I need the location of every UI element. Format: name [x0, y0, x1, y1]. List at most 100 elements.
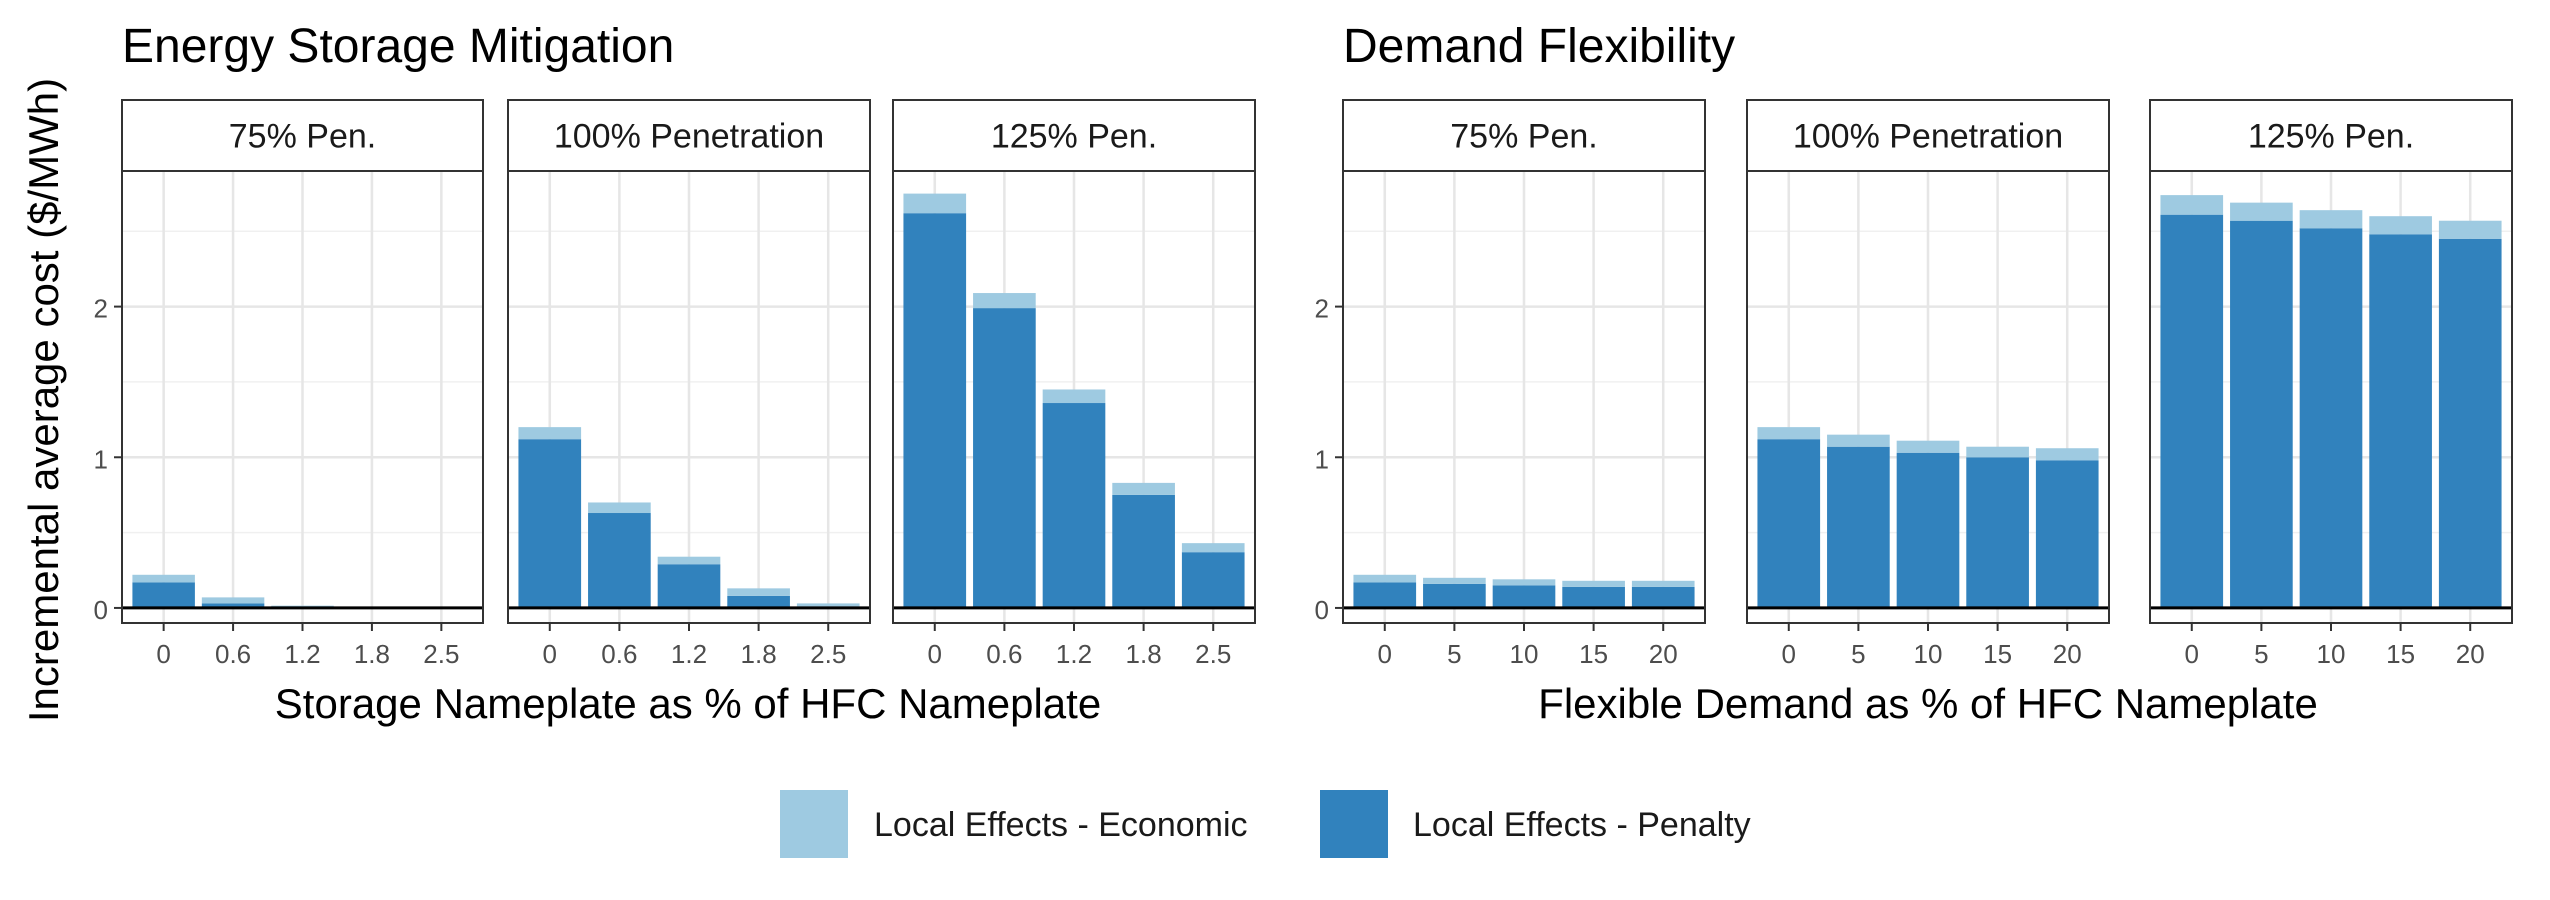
- bar-economic: [657, 556, 721, 565]
- bar-penalty: [518, 439, 582, 608]
- x-tick-label: 0.6: [986, 639, 1022, 669]
- facet-strip-label: 125% Pen.: [991, 118, 1157, 156]
- chart-title: Energy Storage Mitigation: [122, 20, 674, 73]
- bar-economic: [1353, 574, 1417, 583]
- legend-label: Local Effects - Penalty: [1413, 806, 1751, 844]
- facet-panel: 75% Pen. 0 0.6 1.2 1.8 2.5 0 1 2: [94, 99, 484, 669]
- x-tick-label: 1.8: [741, 639, 777, 669]
- x-tick-label: 10: [1510, 639, 1539, 669]
- bar-economic: [1757, 427, 1821, 440]
- bar-economic: [201, 597, 265, 604]
- bar-economic: [2369, 216, 2432, 235]
- legend-swatch: [780, 790, 848, 858]
- x-tick-label: 0: [156, 639, 170, 669]
- bar-penalty: [2230, 220, 2293, 608]
- bar-economic: [588, 502, 651, 514]
- bar-penalty: [2299, 228, 2363, 608]
- y-tick-label: 1: [94, 444, 108, 474]
- bar-penalty: [2035, 460, 2099, 608]
- x-tick-label: 0: [2185, 639, 2199, 669]
- facet-strip-label: 125% Pen.: [2248, 118, 2414, 156]
- bar-penalty: [1896, 452, 1960, 608]
- x-tick-label: 0: [928, 639, 942, 669]
- x-tick-label: 2.5: [810, 639, 846, 669]
- x-tick-label: 15: [1983, 639, 2012, 669]
- legend: Local Effects - Economic Local Effects - …: [780, 790, 1751, 858]
- x-tick-label: 1.8: [354, 639, 390, 669]
- bar-economic: [1966, 446, 2029, 458]
- x-tick-label: 10: [2317, 639, 2346, 669]
- x-tick-label: 0: [1378, 639, 1392, 669]
- facet-panel: 75% Pen. 0 5 10 15 20 0 1 2: [1315, 99, 1706, 669]
- bar-penalty: [1492, 585, 1556, 608]
- facet-panel: 125% Pen. 0 0.6 1.2 1.8 2.5: [892, 99, 1256, 669]
- bar-economic: [2035, 448, 2099, 461]
- x-tick-label: 20: [2456, 639, 2485, 669]
- y-tick-label: 0: [94, 595, 108, 625]
- bar-economic: [2160, 195, 2224, 215]
- bar-economic: [1042, 389, 1106, 404]
- bar-penalty: [657, 564, 721, 608]
- x-tick-label: 15: [2386, 639, 2415, 669]
- facet-panel: 100% Penetration 0 5 10 15 20: [1746, 99, 2110, 669]
- bar-economic: [2299, 210, 2363, 229]
- bar-penalty: [1353, 582, 1417, 608]
- facet-strip: [121, 99, 484, 172]
- bar-economic: [727, 588, 790, 596]
- legend-label: Local Effects - Economic: [874, 806, 1248, 844]
- x-axis-label: Flexible Demand as % of HFC Nameplate: [1538, 680, 2318, 727]
- bar-penalty: [727, 595, 790, 608]
- bar-economic: [1112, 482, 1175, 495]
- facet-panel: 100% Penetration 0 0.6 1.2 1.8 2.5: [507, 99, 871, 669]
- bar-economic: [518, 427, 582, 440]
- x-tick-label: 15: [1579, 639, 1608, 669]
- bar-penalty: [132, 582, 195, 608]
- x-tick-label: 0: [543, 639, 557, 669]
- x-tick-label: 2.5: [423, 639, 459, 669]
- x-tick-label: 0.6: [215, 639, 251, 669]
- bar-penalty: [1562, 586, 1625, 608]
- x-tick-label: 1.2: [284, 639, 320, 669]
- bar-penalty: [588, 513, 651, 608]
- facet-strip: [2149, 99, 2513, 172]
- bar-penalty: [1827, 446, 1890, 608]
- bar-penalty: [973, 308, 1036, 608]
- y-tick-label: 0: [1315, 595, 1329, 625]
- chart-title: Demand Flexibility: [1343, 20, 1735, 73]
- facet-strip: [1342, 99, 1706, 172]
- y-tick-label: 2: [94, 294, 108, 324]
- x-tick-label: 20: [2053, 639, 2082, 669]
- x-tick-label: 2.5: [1195, 639, 1231, 669]
- bar-economic: [796, 603, 860, 607]
- bar-economic: [973, 293, 1036, 309]
- bar-economic: [903, 193, 967, 214]
- bar-economic: [1896, 440, 1960, 453]
- bar-economic: [1492, 579, 1556, 586]
- bar-economic: [2230, 202, 2293, 221]
- x-tick-label: 5: [1447, 639, 1461, 669]
- x-tick-label: 0.6: [601, 639, 637, 669]
- bar-economic: [1423, 577, 1486, 584]
- x-tick-label: 1.2: [671, 639, 707, 669]
- x-tick-label: 1.8: [1126, 639, 1162, 669]
- facet-strip: [507, 99, 871, 172]
- x-tick-label: 1.2: [1056, 639, 1092, 669]
- bar-penalty: [201, 603, 265, 608]
- bar-penalty: [1966, 457, 2029, 608]
- facet-panel: 125% Pen. 0 5 10 15 20: [2149, 99, 2513, 669]
- legend-swatch: [1320, 790, 1388, 858]
- y-tick-label: 2: [1315, 294, 1329, 324]
- bar-penalty: [2369, 234, 2432, 608]
- x-tick-label: 20: [1649, 639, 1678, 669]
- x-tick-label: 10: [1914, 639, 1943, 669]
- bar-penalty: [903, 213, 967, 608]
- y-axis-label: Incremental average cost ($/MWh): [20, 78, 67, 722]
- bar-economic: [2438, 220, 2502, 239]
- bar-penalty: [1631, 586, 1695, 608]
- chart-group-0: Energy Storage Mitigation 75% Pen. 0 0.6 1.2…: [94, 20, 1256, 727]
- facet-strip-label: 100% Penetration: [554, 118, 824, 156]
- bar-economic: [1631, 580, 1695, 587]
- y-tick-label: 1: [1315, 444, 1329, 474]
